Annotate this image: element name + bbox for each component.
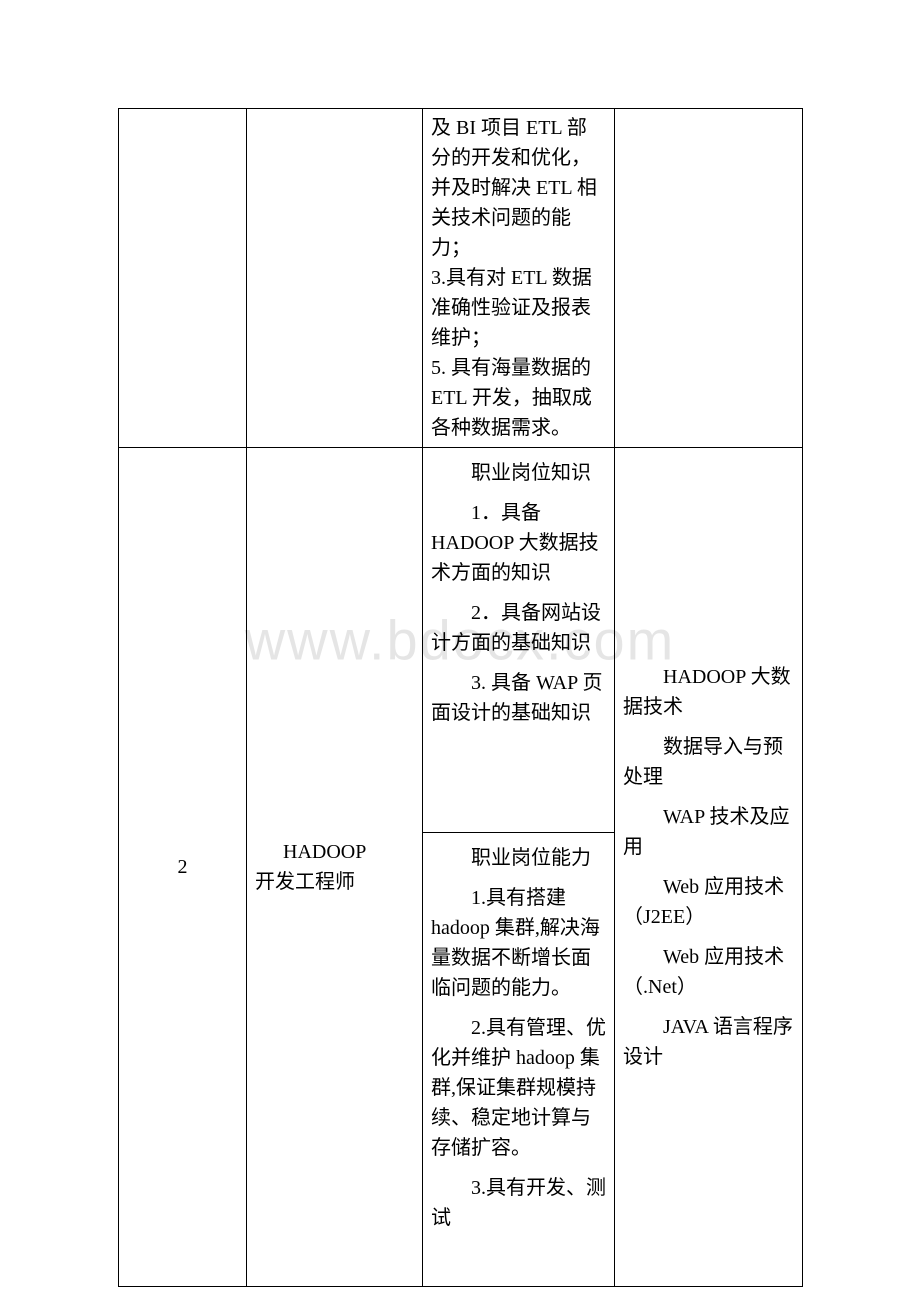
- row2-index: 2: [178, 856, 188, 878]
- knowledge-item: 2．具备网站设计方面的基础知识: [431, 598, 606, 658]
- course-item: HADOOP 大数据技术: [623, 662, 794, 722]
- row2-col3-knowledge: 职业岗位知识 1．具备 HADOOP 大数据技术方面的知识 2．具备网站设计方面…: [423, 448, 615, 833]
- course-item: Web 应用技术（.Net）: [623, 942, 794, 1002]
- row1-col2: [247, 109, 423, 448]
- ability-item: 3.具有开发、测试: [431, 1173, 606, 1233]
- knowledge-item: 3. 具备 WAP 页面设计的基础知识: [431, 668, 606, 728]
- course-item: JAVA 语言程序设计: [623, 1012, 794, 1072]
- row2-title-cn: 开发工程师: [255, 867, 414, 897]
- row2-title-en: HADOOP: [283, 841, 366, 863]
- course-item: Web 应用技术（J2EE）: [623, 872, 794, 932]
- ability-item: 1.具有搭建 hadoop 集群,解决海量数据不断增长面临问题的能力。: [431, 883, 606, 1003]
- ability-title: 职业岗位能力: [431, 843, 606, 873]
- ability-item: 2.具有管理、优化并维护 hadoop 集群,保证集群规模持续、稳定地计算与存储…: [431, 1013, 606, 1163]
- table-row: 及 BI 项目 ETL 部分的开发和优化，并及时解决 ETL 相关技术问题的能力…: [119, 109, 803, 448]
- knowledge-item: 1．具备 HADOOP 大数据技术方面的知识: [431, 498, 606, 588]
- course-item: WAP 技术及应用: [623, 802, 794, 862]
- job-table: 及 BI 项目 ETL 部分的开发和优化，并及时解决 ETL 相关技术问题的能力…: [118, 108, 803, 1287]
- knowledge-title: 职业岗位知识: [431, 458, 606, 488]
- course-item: 数据导入与预处理: [623, 732, 794, 792]
- row1-col1: [119, 109, 247, 448]
- table-row: 2 HADOOP 开发工程师 职业岗位知识 1．具备 HADOOP 大数据技术方…: [119, 448, 803, 833]
- row2-col3-ability: 职业岗位能力 1.具有搭建 hadoop 集群,解决海量数据不断增长面临问题的能…: [423, 833, 615, 1287]
- row1-col3-text: 及 BI 项目 ETL 部分的开发和优化，并及时解决 ETL 相关技术问题的能力…: [431, 113, 606, 443]
- row1-col4: [615, 109, 803, 448]
- row2-col2: HADOOP 开发工程师: [247, 448, 423, 1287]
- row2-col4: HADOOP 大数据技术 数据导入与预处理 WAP 技术及应用 Web 应用技术…: [615, 448, 803, 1287]
- row1-col3: 及 BI 项目 ETL 部分的开发和优化，并及时解决 ETL 相关技术问题的能力…: [423, 109, 615, 448]
- row2-col1: 2: [119, 448, 247, 1287]
